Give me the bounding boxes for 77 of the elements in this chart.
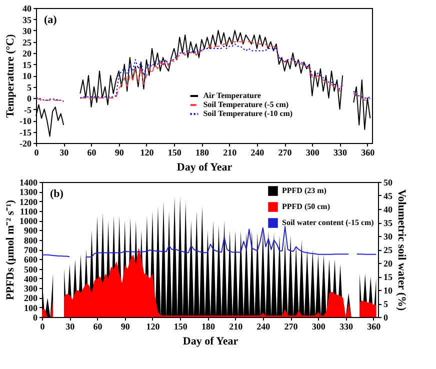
x-axis-title: Day of Year	[176, 162, 232, 174]
x-tick-label: 210	[229, 322, 244, 332]
x-tick-label: 240	[256, 322, 271, 332]
y-tick-label: 0	[27, 94, 32, 104]
legend-label: Soil Temperature (-5 cm)	[203, 100, 289, 109]
y-tick-label: -5	[24, 104, 32, 115]
x-tick-label: 300	[312, 322, 326, 332]
y-tick-label: 200	[24, 293, 38, 304]
y2-tick-label: 15	[384, 272, 393, 282]
y-tick-label: 400	[24, 274, 38, 284]
y-tick-label: 0	[33, 312, 38, 322]
x-tick-label: 120	[146, 322, 160, 332]
x-tick-label: 150	[174, 322, 188, 332]
y-axis-title: Temperature (°C)	[4, 34, 17, 118]
y-tick-label: 600	[24, 254, 38, 265]
x-tick-label: 60	[93, 322, 103, 332]
y-axis-title: PPFDs (µmol m⁻² s⁻¹)	[4, 200, 16, 300]
y-tick-label: 1100	[20, 206, 38, 216]
y2-tick-label: 10	[384, 286, 393, 296]
y-tick-label: 40	[22, 4, 32, 14]
y-tick-label: 35	[22, 14, 32, 25]
annotation: (b)	[50, 188, 64, 200]
y-tick-label: 700	[24, 245, 38, 255]
x-tick-label: 150	[168, 148, 182, 158]
y-tick-label: 5	[27, 82, 32, 92]
y-tick-label: -10	[20, 116, 32, 126]
x-tick-label: 90	[120, 322, 130, 332]
y2-axis-title: Volumetric soil water (%)	[396, 189, 408, 311]
x-tick-label: 180	[195, 148, 210, 158]
x-tick-label: 30	[66, 322, 76, 332]
y2-tick-label: 0	[384, 312, 388, 322]
x-tick-label: 0	[40, 322, 46, 332]
x-tick-label: 210	[223, 148, 238, 158]
x-tick-label: 60	[87, 148, 97, 158]
y-tick-label: 25	[22, 37, 32, 48]
y-tick-label: -15	[20, 127, 32, 138]
y2-tick-label: 45	[384, 191, 393, 201]
x-tick-label: 120	[140, 148, 154, 158]
legend-label: Soil Temperature (-10 cm)	[203, 109, 293, 118]
x-tick-label: 360	[367, 322, 382, 332]
y2-tick-label: 30	[384, 232, 393, 242]
x-tick-label: 360	[361, 148, 376, 158]
x-tick-label: 90	[114, 148, 124, 158]
y-tick-label: 100	[24, 302, 38, 313]
y-tick-label: 500	[24, 264, 38, 274]
y-tick-label: -20	[20, 138, 32, 148]
y-tick-label: 300	[24, 284, 38, 294]
y2-tick-label: 35	[384, 218, 393, 228]
y2-tick-label: 40	[384, 204, 393, 214]
legend-label: PPFD (23 m)	[282, 186, 327, 195]
y2-tick-label: 5	[384, 299, 388, 309]
y-tick-label: 10	[22, 71, 32, 81]
x-axis-title: Day of Year	[182, 336, 238, 348]
y2-tick-label: 50	[384, 178, 393, 188]
x-tick-label: 330	[340, 322, 354, 332]
annotation: (a)	[44, 14, 58, 26]
x-tick-label: 240	[250, 148, 265, 158]
x-tick-label: 270	[278, 148, 292, 158]
y2-tick-label: 20	[384, 258, 393, 268]
x-tick-label: 300	[306, 148, 320, 158]
x-tick-label: 330	[334, 148, 348, 158]
x-tick-label: 30	[60, 148, 70, 158]
y-tick-label: 30	[22, 26, 32, 36]
y-tick-label: 1400	[20, 178, 38, 188]
x-tick-label: 270	[284, 322, 298, 332]
y-tick-label: 1000	[20, 216, 38, 226]
x-tick-label: 180	[201, 322, 216, 332]
y-tick-label: 15	[22, 60, 32, 70]
legend-label: Soil water content (-15 cm)	[282, 218, 374, 227]
y2-tick-label: 25	[384, 245, 393, 255]
y-tick-label: 1300	[20, 187, 38, 198]
y-tick-label: 1200	[20, 196, 38, 207]
y-tick-label: 20	[22, 48, 32, 58]
legend-label: Air Temperature	[203, 91, 262, 100]
legend-label: PPFD (50 cm)	[282, 202, 330, 211]
y-tick-label: 900	[24, 226, 38, 236]
y-tick-label: 800	[24, 235, 38, 246]
